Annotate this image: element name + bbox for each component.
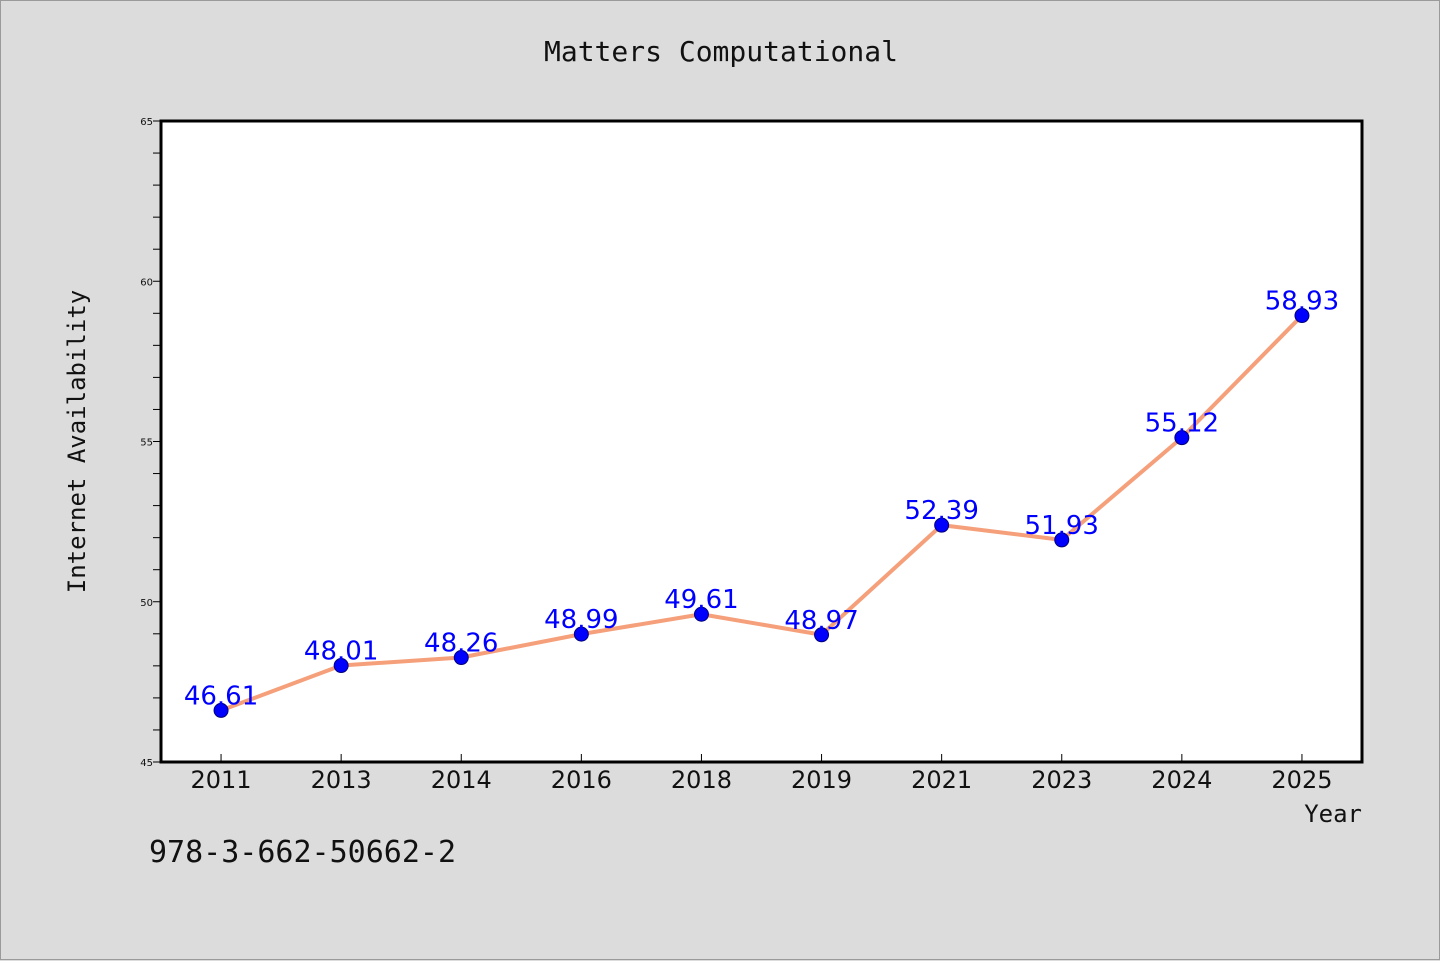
data-label: 51.93 [1025, 511, 1099, 541]
data-point [213, 702, 229, 718]
data-point [453, 650, 469, 666]
data-label: 52.39 [904, 496, 978, 526]
data-point [1054, 532, 1070, 548]
y-tick-label: 55 [140, 438, 153, 449]
y-tick-label: 50 [140, 598, 153, 609]
y-axis-title: Internet Availability [63, 290, 91, 593]
x-tick-label: 2016 [551, 766, 612, 794]
data-point [814, 627, 830, 643]
x-axis: 2011 2013 2014 2016 2018 2019 2021 2023 2024 2025 [191, 754, 1332, 794]
x-tick-label: 2021 [911, 766, 972, 794]
data-label: 48.01 [304, 637, 378, 667]
data-label: 55.12 [1145, 409, 1219, 439]
x-tick-label: 2025 [1271, 766, 1332, 794]
plot-area [159, 119, 1364, 764]
x-tick-label: 2011 [191, 766, 252, 794]
y-tick-label: 45 [140, 758, 153, 769]
x-tick-label: 2014 [431, 766, 492, 794]
y-axis: 45 50 55 60 65 [140, 117, 161, 769]
data-label: 48.97 [784, 606, 858, 636]
series-group: 46.61 48.01 48.26 48.99 49.61 48.97 52.39 51.93… [184, 287, 1339, 718]
x-tick-label: 2024 [1151, 766, 1212, 794]
data-label: 48.26 [424, 629, 498, 659]
data-point [693, 606, 709, 622]
data-label: 46.61 [184, 681, 258, 711]
data-point [333, 658, 349, 674]
data-label: 58.93 [1265, 287, 1339, 317]
x-axis-title: Year [1304, 800, 1362, 828]
data-point [573, 626, 589, 642]
data-point [1174, 430, 1190, 446]
x-tick-label: 2023 [1031, 766, 1092, 794]
x-tick-label: 2013 [311, 766, 372, 794]
chart-title: Matters Computational [543, 35, 898, 68]
y-tick-label: 60 [140, 277, 153, 288]
data-point [1294, 308, 1310, 324]
series-line [220, 314, 1304, 713]
data-label: 49.61 [664, 585, 738, 615]
x-tick-label: 2018 [671, 766, 732, 794]
data-label: 48.99 [544, 605, 618, 635]
y-tick-label: 65 [140, 117, 153, 128]
footer-isbn: 978-3-662-50662-2 [149, 835, 457, 870]
data-point [934, 517, 950, 533]
x-tick-label: 2019 [791, 766, 852, 794]
